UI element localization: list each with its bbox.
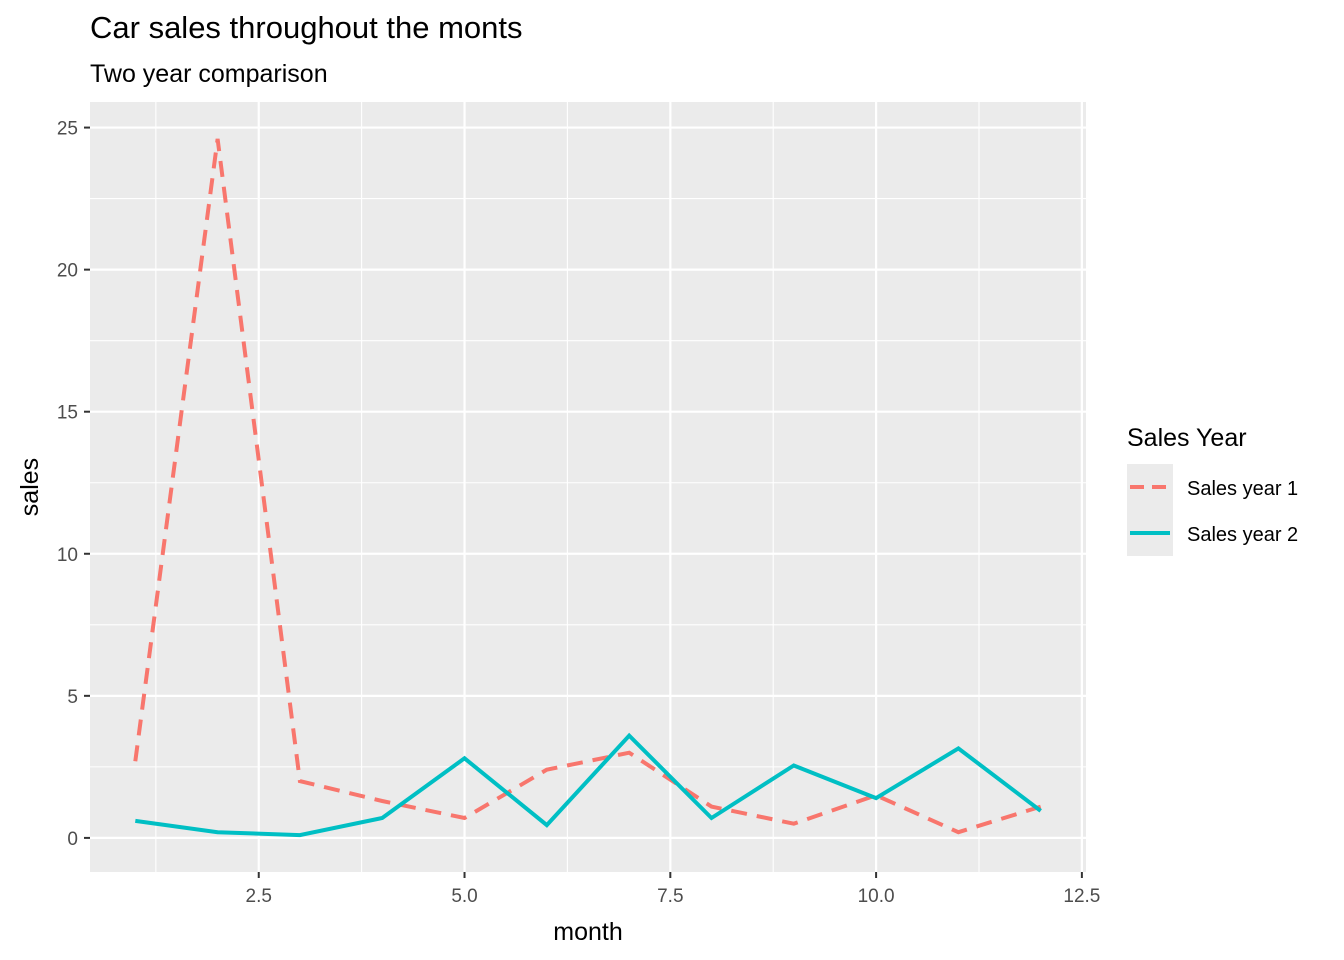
y-axis-title: sales <box>16 458 44 516</box>
legend-title: Sales Year <box>1127 424 1247 452</box>
chart-subtitle: Two year comparison <box>90 60 328 88</box>
y-tick-label: 10 <box>57 545 78 566</box>
legend-label-1: Sales year 1 <box>1187 478 1298 500</box>
x-axis-title: month <box>553 918 622 946</box>
x-tick-label: 7.5 <box>657 886 683 907</box>
plot-background <box>90 102 1086 872</box>
series-line-1 <box>133 138 1042 835</box>
x-tick-label: 12.5 <box>1063 886 1100 907</box>
y-tick-label: 5 <box>67 687 78 708</box>
x-tick-label: 10.0 <box>858 886 895 907</box>
x-tick-label: 2.5 <box>246 886 272 907</box>
legend-items: Sales year 1 Sales year 2 <box>1127 464 1298 556</box>
plot-panel <box>90 102 1086 872</box>
legend-label-2: Sales year 2 <box>1187 524 1298 546</box>
y-tick-label: 15 <box>57 403 78 424</box>
legend: Sales Year Sales year 1 Sales year 2 <box>1127 424 1298 556</box>
series-line-2 <box>135 732 1042 838</box>
y-tick-label: 0 <box>67 829 78 850</box>
series-lines <box>133 138 1042 838</box>
x-tick-label: 5.0 <box>451 886 477 907</box>
axes: 2.5 5.0 7.5 10.0 12.5 0 5 10 15 20 25 <box>57 119 1101 907</box>
y-tick-label: 25 <box>57 119 78 140</box>
chart-title: Car sales throughout the monts <box>90 10 523 45</box>
legend-key-background <box>1127 464 1173 556</box>
y-tick-label: 20 <box>57 261 78 282</box>
grid-lines <box>90 102 1086 872</box>
